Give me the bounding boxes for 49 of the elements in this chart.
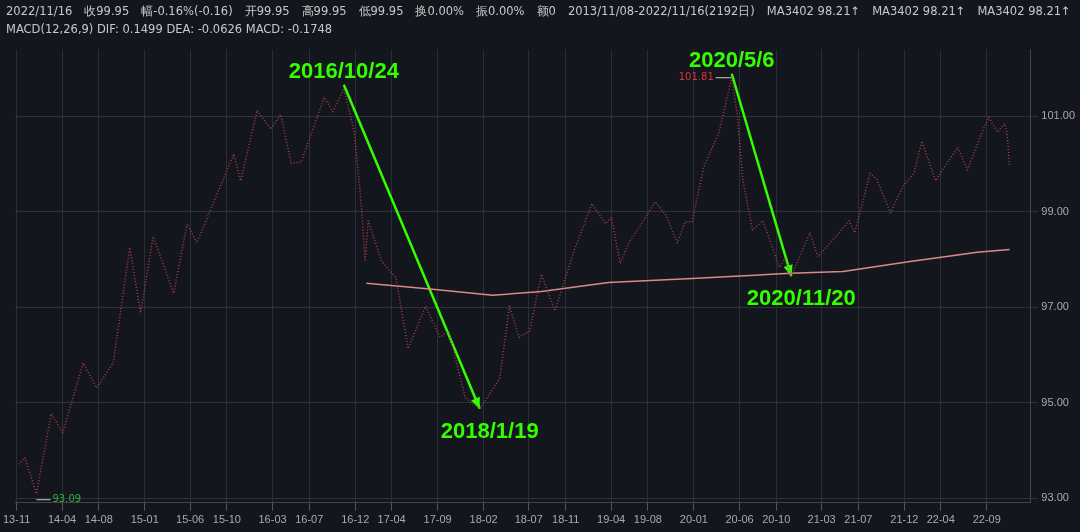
x-tick-label: 22-09 <box>972 513 1001 526</box>
y-tick-label: 97.00 <box>1041 300 1069 313</box>
text: 高99.95 <box>301 3 347 20</box>
annotation: 2020/5/6 <box>688 46 775 72</box>
x-tick-label: 17-09 <box>423 513 452 526</box>
y-tick-label: 93.00 <box>1041 491 1069 504</box>
text: 幅-0.16%(-0.16) <box>141 3 233 20</box>
annotation: 2020/11/20 <box>746 285 856 311</box>
x-tick-label: 20-10 <box>762 513 791 526</box>
x-tick-label: 18-02 <box>469 513 498 526</box>
x-tick-label: 19-04 <box>597 513 626 526</box>
text: 2022/11/16 <box>6 3 73 20</box>
text: 额0 <box>536 3 556 20</box>
x-tick-label: 15-01 <box>130 513 159 526</box>
x-tick-label: 15-06 <box>176 513 205 526</box>
x-tick-label: 21-07 <box>844 513 873 526</box>
annotation: 2018/1/19 <box>440 417 539 443</box>
text: MA3402 98.21↑ <box>766 3 861 20</box>
x-tick-label: 19-08 <box>633 513 662 526</box>
y-tick-label: 95.00 <box>1041 395 1069 408</box>
x-tick-label: 21-12 <box>890 513 919 526</box>
x-tick-label: 15-10 <box>212 513 241 526</box>
text: 振0.00% <box>476 3 525 20</box>
x-tick-label: 18-11 <box>552 513 580 526</box>
x-tick-label: 14-04 <box>48 513 77 526</box>
x-tick-label: 22-04 <box>926 513 955 526</box>
text: 2013/11/08-2022/11/16(2192日) <box>567 3 755 20</box>
annotation: 93.09 <box>52 493 82 505</box>
x-tick-label: 14-08 <box>84 513 113 526</box>
x-tick-label: 17-04 <box>377 513 406 526</box>
text: MACD(12,26,9) DIF: 0.1499 DEA: -0.0626 MACD: -0.1748 <box>6 21 333 38</box>
y-tick-label: 99.00 <box>1041 204 1069 217</box>
text: MA3402 98.21↑ <box>872 3 966 20</box>
x-tick-label: 16-07 <box>295 513 324 526</box>
text: 收99.95 <box>84 3 130 20</box>
x-tick-label: 16-12 <box>341 513 370 526</box>
text: 开99.95 <box>244 3 290 20</box>
x-tick-label: 21-03 <box>807 513 836 526</box>
x-tick-label: 18-07 <box>514 513 543 526</box>
text: 低99.95 <box>358 3 404 20</box>
text: MA3402 98.21↑ <box>977 3 1071 20</box>
x-tick-label: 16-03 <box>258 513 287 526</box>
annotation: 2016/10/24 <box>288 57 400 83</box>
annotation: 101.81 <box>678 71 714 83</box>
x-tick-label: 20-01 <box>679 513 708 526</box>
x-tick-label: 13-11 <box>2 513 31 526</box>
y-tick-label: 101.00 <box>1041 109 1076 122</box>
x-tick-label: 20-06 <box>725 513 754 526</box>
text: 换0.00% <box>415 3 465 20</box>
